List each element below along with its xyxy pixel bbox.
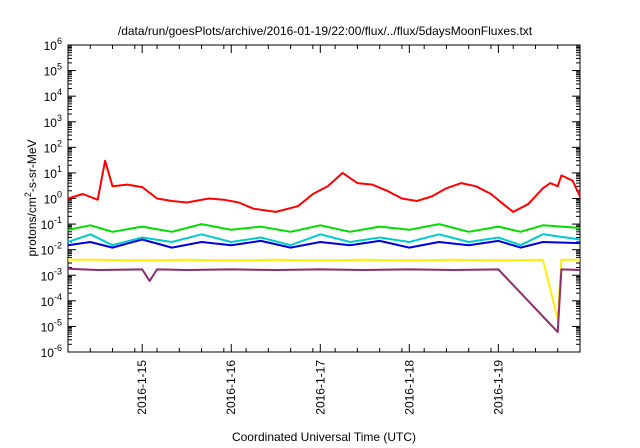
y-tick-label: 10-3 — [41, 266, 62, 283]
y-tick-label: 106 — [44, 36, 62, 53]
y-tick-exponent: -5 — [54, 317, 62, 327]
y-tick-exponent: -2 — [54, 241, 62, 251]
y-tick-base: 10 — [41, 346, 55, 360]
y-tick-exponent: -4 — [54, 292, 62, 302]
x-tick-label: 2016-1-16 — [224, 360, 238, 415]
y-tick-base: 10 — [41, 244, 55, 258]
y-tick-base: 10 — [44, 116, 58, 130]
x-axis: 2016-1-15 2016-1-16 2016-1-17 2016-1-18 2016… — [67, 45, 581, 415]
y-tick-base: 10 — [44, 39, 58, 53]
series-layer — [67, 159, 581, 334]
x-axis-label: Coordinated Universal Time (UTC) — [232, 430, 416, 444]
y-tick-exponent: -6 — [54, 343, 62, 353]
y-tick-base: 10 — [41, 295, 55, 309]
y-tick-exponent: -3 — [54, 266, 62, 276]
x-tick-label: 2016-1-17 — [313, 360, 327, 415]
y-tick-exponent: -1 — [54, 215, 62, 225]
y-axis-label-post: -s-sr-MeV — [25, 139, 39, 192]
y-tick-label: 105 — [44, 62, 62, 79]
y-tick-label: 100 — [44, 190, 62, 207]
y-tick-exponent: 1 — [57, 164, 62, 174]
y-tick-exponent: 2 — [57, 138, 62, 148]
y-tick-label: 10-5 — [41, 317, 62, 334]
y-axis-label-sup: 2 — [23, 192, 33, 197]
y-axis-label: protons/cm2-s-sr-MeV — [23, 139, 39, 256]
chart-title: /data/run/goesPlots/archive/2016-01-19/2… — [118, 24, 533, 38]
y-tick-exponent: 0 — [57, 190, 62, 200]
y-axis-label-pre: protons/cm — [25, 197, 39, 256]
y-tick-base: 10 — [44, 65, 58, 79]
y-tick-base: 10 — [44, 90, 58, 104]
y-tick-exponent: 6 — [57, 36, 62, 46]
y-tick-exponent: 3 — [57, 113, 62, 123]
x-tick-label: 2016-1-19 — [491, 360, 505, 415]
y-tick-label: 104 — [44, 87, 62, 104]
y-tick-base: 10 — [44, 167, 58, 181]
y-tick-base: 10 — [41, 269, 55, 283]
y-tick-exponent: 4 — [57, 87, 62, 97]
y-tick-label: 101 — [44, 164, 62, 181]
series-line-5 — [68, 258, 580, 320]
series-line-1 — [67, 159, 581, 213]
y-tick-label: 10-6 — [41, 343, 62, 360]
y-tick-label: 10-1 — [41, 215, 62, 232]
series-line-4 — [67, 238, 581, 249]
y-tick-label: 102 — [44, 138, 62, 155]
y-tick-base: 10 — [41, 320, 55, 334]
y-tick-base: 10 — [44, 193, 58, 207]
y-tick-exponent: 5 — [57, 62, 62, 72]
x-tick-label: 2016-1-18 — [402, 360, 416, 415]
plot-frame — [67, 44, 581, 353]
y-tick-label: 10-4 — [41, 292, 62, 309]
series-line-3 — [67, 233, 581, 247]
series-line-2 — [67, 223, 581, 233]
y-tick-base: 10 — [41, 218, 55, 232]
y-tick-label: 10-2 — [41, 241, 62, 258]
series-line-6 — [67, 267, 581, 334]
y-axis: 10-610-510-410-310-210-11001011021031041… — [41, 36, 580, 360]
y-tick-label: 103 — [44, 113, 62, 130]
x-tick-label: 2016-1-15 — [135, 360, 149, 415]
y-tick-base: 10 — [44, 141, 58, 155]
